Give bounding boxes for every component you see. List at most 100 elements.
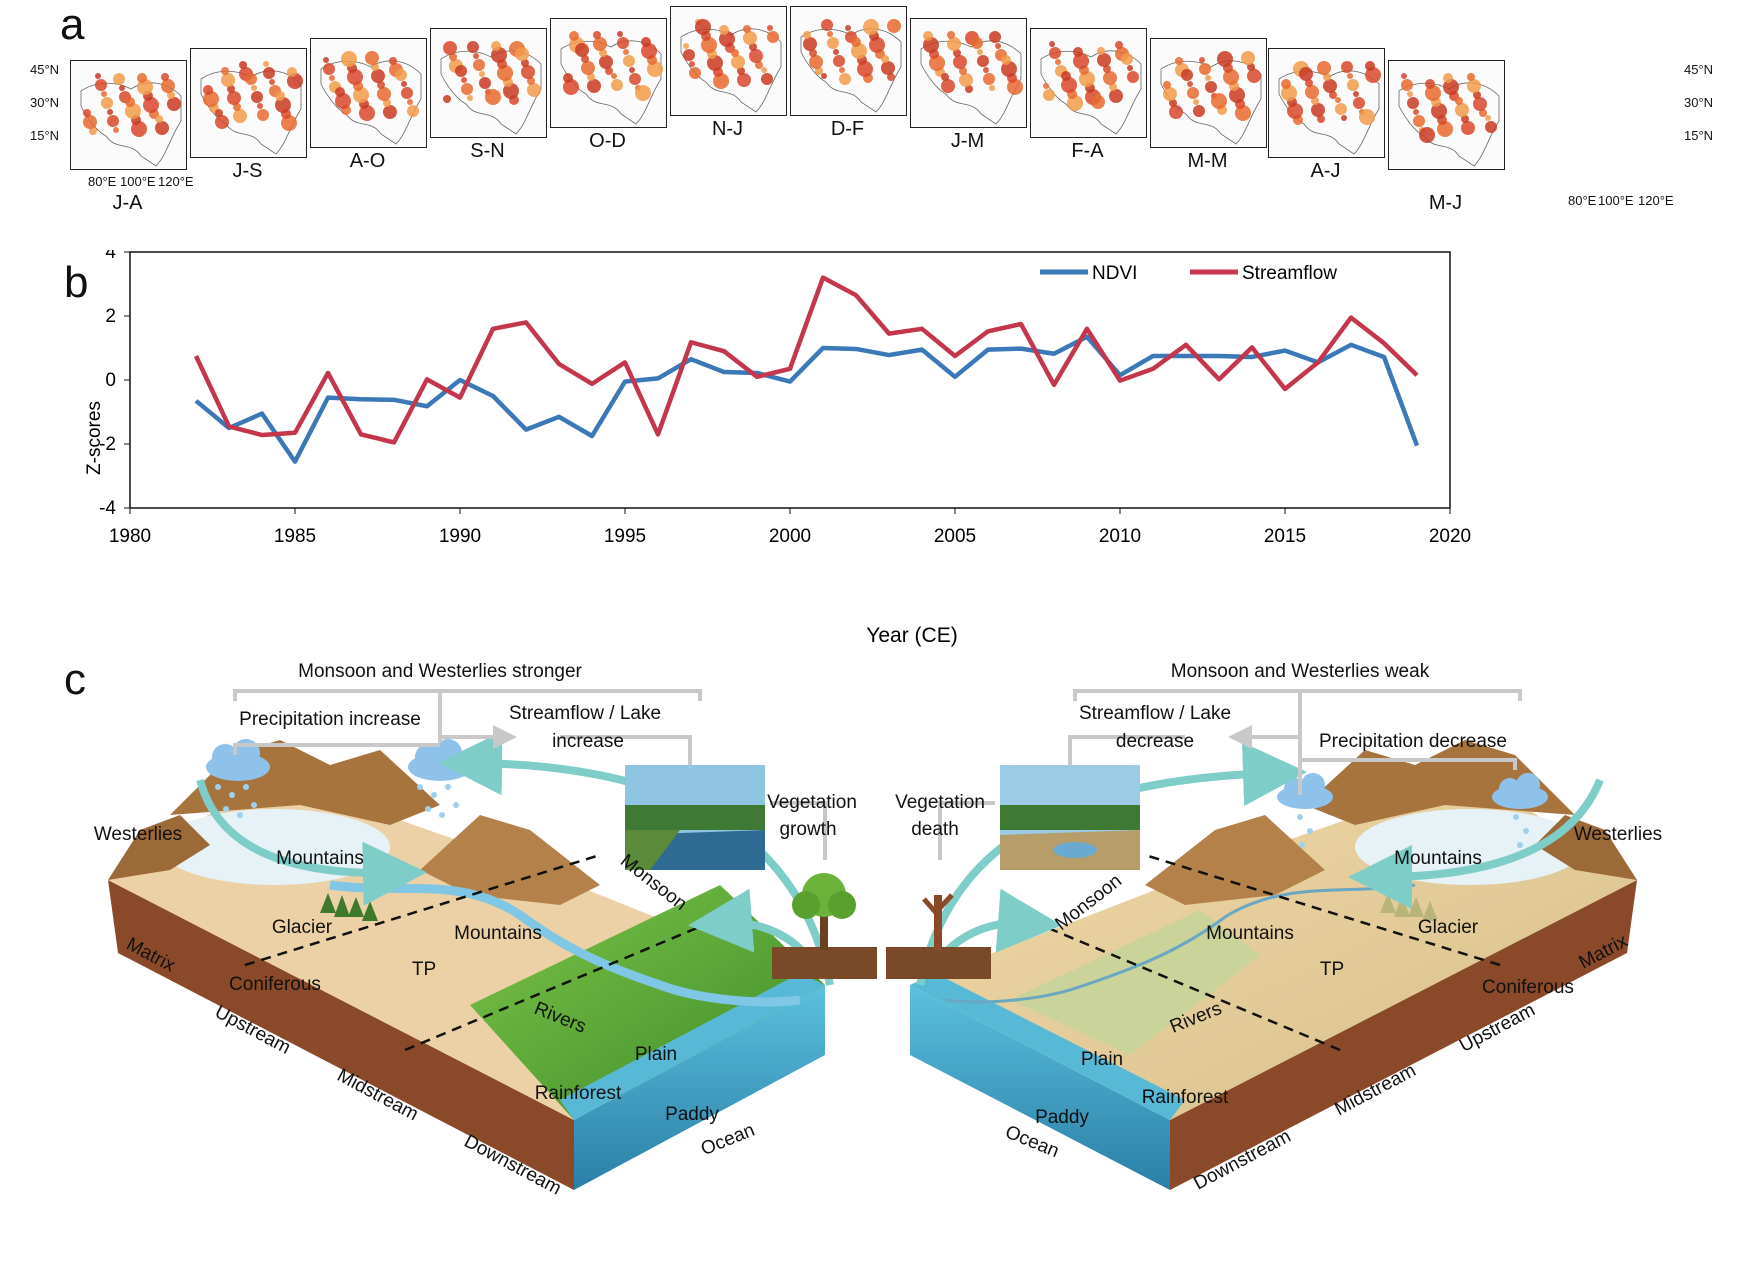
right-stream-line1: Streamflow / Lake	[1079, 703, 1231, 724]
left-precip-label: Precipitation increase	[239, 709, 421, 730]
right-precip-label: Precipitation decrease	[1319, 731, 1507, 752]
y-tick-label: 0	[105, 370, 116, 391]
right-precip-bracket	[1300, 758, 1517, 770]
x-tick-label: 1995	[604, 526, 646, 547]
left-divider-upper	[244, 853, 601, 967]
seasonal-map	[1268, 48, 1385, 158]
tree-death-icon	[886, 893, 991, 979]
left-mountains1-label: Mountains	[276, 848, 364, 869]
left-veg-bracket	[770, 801, 827, 860]
seasonal-map	[190, 48, 307, 158]
right-stream-bracket	[1068, 735, 1185, 765]
conceptual-diagram: Monsoon and Westerlies stronger Precipit…	[94, 661, 1662, 1199]
seasonal-map	[310, 38, 427, 148]
lat-label-30-right: 30°N	[1684, 95, 1714, 110]
lon-label-120-left: 120°E	[158, 174, 194, 189]
seasonal-map	[550, 18, 667, 128]
left-veg-line1: Vegetation	[767, 792, 857, 813]
left-ocean-top	[560, 973, 825, 1120]
x-axis-label: Year (CE)	[866, 624, 957, 647]
right-cloud-westerly	[1492, 773, 1548, 848]
map-period-label: J-S	[232, 160, 263, 182]
series-line-ndvi	[194, 334, 1420, 464]
legend-label-ndvi: NDVI	[1092, 263, 1137, 284]
seasonal-map	[670, 6, 787, 116]
left-mountains2-label: Mountains	[454, 923, 542, 944]
lat-label-45-right: 45°N	[1684, 62, 1714, 77]
lon-label-100-right: 100°E	[1598, 193, 1634, 208]
seasonal-map	[430, 28, 547, 138]
left-veg-line2: growth	[779, 819, 836, 840]
seasonal-map	[1388, 60, 1505, 170]
left-soil-front	[108, 880, 574, 1190]
lake-increase-image	[625, 765, 765, 870]
right-veg-line1: Vegetation	[895, 792, 985, 813]
right-westerlies-arrow	[1348, 778, 1604, 909]
left-stream-line2: increase	[552, 731, 624, 752]
y-tick-label: 4	[105, 250, 116, 263]
right-ocean-top	[910, 973, 1185, 1120]
panel-letter-c: c	[64, 655, 86, 704]
left-stream-bracket	[560, 735, 692, 765]
map-period-label: O-D	[589, 130, 626, 152]
right-stream-line2: decrease	[1116, 731, 1194, 752]
right-mountains1-label: Mountains	[1394, 848, 1482, 869]
right-mountains2-label: Mountains	[1206, 923, 1294, 944]
map-period-label: M-M	[1187, 150, 1228, 172]
right-river	[944, 883, 1416, 1004]
seasonal-map	[1150, 38, 1267, 148]
lat-label-30-left: 30°N	[30, 95, 60, 110]
map-period-label: A-J	[1310, 160, 1341, 182]
left-westerlies-arrow	[196, 778, 427, 906]
right-rainforest-label: Rainforest	[1142, 1087, 1229, 1108]
x-tick-label: 1980	[109, 526, 151, 547]
right-veg-line2: death	[911, 819, 959, 840]
x-tick-label: 2020	[1429, 526, 1471, 547]
right-coniferous-label: Coniferous	[1482, 977, 1574, 998]
left-rainforest-label: Rainforest	[535, 1083, 622, 1104]
x-tick-label: 2010	[1099, 526, 1141, 547]
panel-letter-a: a	[60, 0, 85, 49]
right-mountains-left	[1145, 815, 1325, 905]
panel-letter-b: b	[64, 258, 89, 307]
left-plain-label: Plain	[635, 1044, 677, 1065]
lat-label-15-left: 15°N	[30, 128, 60, 143]
right-sparse-forest	[1010, 910, 1260, 1055]
right-glacier-label: Glacier	[1418, 917, 1479, 938]
map-period-label: F-A	[1071, 140, 1104, 162]
x-tick-label: 2015	[1264, 526, 1306, 547]
left-divider-lower	[404, 908, 741, 1052]
series-line-streamflow	[193, 275, 1419, 445]
legend-label-streamflow: Streamflow	[1242, 263, 1337, 284]
right-divider-lower	[1004, 908, 1341, 1052]
left-bracket	[233, 689, 702, 701]
left-ocean-side	[574, 985, 825, 1190]
lat-label-15-right: 15°N	[1684, 128, 1714, 143]
left-precip-bracket	[233, 743, 440, 755]
left-mountains-left	[108, 815, 210, 880]
right-ocean-side	[910, 985, 1170, 1190]
lat-label-45-left: 45°N	[30, 62, 60, 77]
right-landscape-block	[886, 689, 1637, 1190]
left-coniferous-label: Coniferous	[229, 974, 321, 995]
map-period-label: N-J	[711, 118, 744, 140]
seasonal-map	[910, 18, 1027, 128]
x-tick-label: 2000	[769, 526, 811, 547]
y-axis-label: Z-scores	[84, 401, 105, 475]
right-header: Monsoon and Westerlies weak	[1171, 661, 1430, 682]
y-tick-label: 2	[105, 306, 116, 327]
tree-growth-icon	[772, 873, 877, 979]
map-period-label: M-J	[1428, 192, 1463, 214]
map-period-label: J-A	[112, 192, 143, 214]
lon-label-120-right: 120°E	[1638, 193, 1674, 208]
seasonal-map	[70, 60, 187, 170]
left-glacier-label: Glacier	[272, 917, 333, 938]
left-westerlies-label: Westerlies	[94, 824, 182, 845]
left-mountains-right	[420, 815, 600, 905]
left-glacier	[160, 809, 390, 885]
left-tp-label: TP	[412, 959, 436, 980]
lon-label-80-right: 80°E	[1568, 193, 1597, 208]
lake-decrease-image	[1000, 765, 1140, 870]
panel-a-maps: a J-A J-S A-O S-N O-D N-J D-F J-M F-A M-M A-J M-J 4…	[0, 0, 1745, 240]
y-tick-label: -4	[99, 498, 116, 519]
